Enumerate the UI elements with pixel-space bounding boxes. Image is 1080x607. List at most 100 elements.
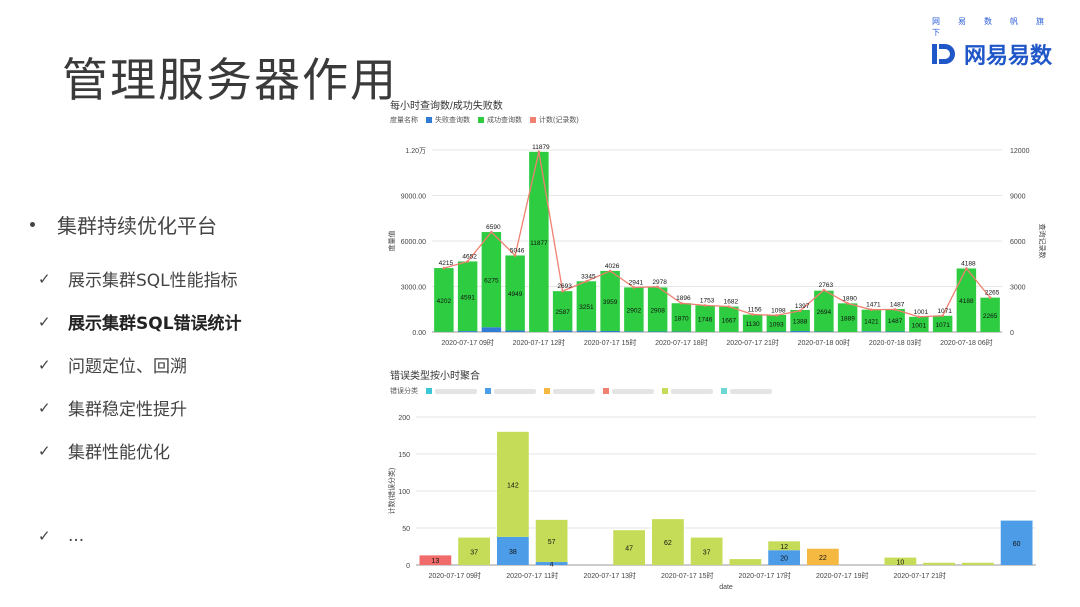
chart1-y-tick-label: 0.00	[412, 330, 426, 337]
legend-swatch-icon	[478, 117, 484, 123]
legend-redacted-label	[553, 388, 595, 394]
chart1-count-point	[656, 285, 659, 289]
chart1-bar-success	[671, 303, 692, 332]
chart2-y-axis-label: 计数(错误分类)	[387, 468, 396, 515]
chart1-count-label: 2265	[985, 290, 1000, 297]
chart1-count-label: 1753	[700, 297, 715, 304]
checklist-item: ✓...	[38, 526, 84, 546]
chart1-bar-label: 1071	[935, 322, 950, 329]
chart1-count-label: 4188	[961, 260, 976, 267]
chart1-bar-label: 1421	[864, 318, 879, 325]
chart1-count-label: 2693	[557, 283, 572, 290]
chart2-bar-label: 10	[896, 559, 904, 566]
chart1-count-label: 1001	[914, 309, 929, 316]
chart1-bar-label: 1093	[769, 321, 784, 328]
chart1-x-tick-label: 2020-07-18 03时	[869, 338, 922, 347]
chart1-bar-fail	[861, 331, 882, 332]
checklist-item-label: ...	[68, 526, 85, 546]
chart1-bar-fail	[647, 331, 668, 332]
chart1-y2-tick-label: 6000	[1010, 239, 1026, 246]
checklist-item: ✓ 展示集群SQL性能指标	[38, 266, 238, 292]
checklist-item-label: 集群稳定性提升	[68, 400, 187, 420]
chart1-x-tick-label: 2020-07-17 21时	[726, 338, 779, 347]
chart1-bar-success	[481, 232, 502, 328]
chart1-bar-label: 1889	[840, 316, 855, 323]
chart1-bar-label: 3959	[603, 299, 618, 306]
chart2-bar-label: 57	[548, 539, 556, 546]
chart2-bar-segment	[806, 548, 839, 565]
chart1-bar-label: 2908	[650, 307, 665, 314]
chart1-count-label: 2763	[819, 282, 834, 289]
chart2-legend-swatches	[418, 388, 772, 394]
chart1-x-tick-label: 2020-07-18 00时	[798, 338, 851, 347]
chart1-title: 每小时查询数/成功失败数	[390, 101, 503, 112]
chart1-count-point	[941, 314, 944, 318]
check-icon: ✓	[38, 355, 51, 374]
chart1-count-label: 1896	[676, 295, 691, 302]
chart1-legend-title: 度量名称	[390, 117, 418, 124]
chart1-bar-label: 2902	[627, 307, 642, 314]
chart1-count-label: 1682	[724, 298, 739, 305]
chart2-bar-segment	[458, 537, 491, 565]
check-icon: ✓	[38, 398, 51, 417]
chart1-x-tick-label: 2020-07-17 15时	[584, 338, 637, 347]
checklist-item-label: 问题定位、回溯	[68, 357, 187, 377]
chart1-count-label: 1471	[866, 302, 881, 309]
chart1-count-point	[537, 150, 541, 154]
checklist-item-label: 集群性能优化	[68, 443, 170, 463]
chart1-bar-success	[932, 315, 953, 332]
legend-swatch-icon	[426, 117, 432, 123]
chart1-bar-success	[885, 308, 905, 332]
chart1-count-point	[703, 304, 707, 307]
chart2-bar-label: 22	[819, 555, 827, 562]
chart1-count-label: 3345	[581, 273, 596, 280]
legend-swatch-icon	[662, 388, 668, 394]
chart1-bar-label: 4202	[437, 298, 452, 305]
chart1-count-label: 2941	[629, 279, 644, 286]
chart2-bar-label: 47	[625, 546, 633, 553]
chart2-bar-label: 12	[780, 544, 788, 551]
legend-swatch-icon	[426, 388, 432, 394]
chart1-svg: 0.00 0 3000.00 3000 6000.00 6000 9000.00 9000 1.…	[387, 144, 1047, 347]
chart1-bar-success	[980, 297, 1000, 332]
legend-swatch-icon	[530, 117, 536, 123]
chart1-bar-label: 1388	[793, 318, 808, 325]
chart1-bar-success	[457, 261, 478, 332]
chart2-bar-segment	[419, 555, 452, 565]
chart2-x-tick-label: 2020-07-17 13时	[583, 571, 636, 580]
chart1-y-tick-label: 3000.00	[401, 285, 426, 292]
chart1-y-tick-label: 6000.00	[401, 239, 426, 246]
chart2-x-tick-label: 2020-07-17 17时	[738, 571, 791, 580]
chart1-count-point	[917, 315, 921, 319]
chart2-x-tick-label: 2020-07-17 21时	[893, 571, 946, 580]
legend-swatch-icon	[721, 388, 727, 394]
chart1-count-point	[513, 254, 517, 257]
chart1-bar-label: 2265	[983, 313, 998, 320]
chart2-bar-segment	[690, 537, 723, 565]
chart1-bar-label: 4591	[460, 294, 475, 301]
chart2-legend-title: 错误分类	[390, 388, 418, 395]
checklist-item-label: 展示集群SQL性能指标	[68, 271, 238, 291]
check-icon: ✓	[38, 312, 51, 331]
chart2-bar-segment	[1000, 520, 1033, 565]
chart2-bar-segment	[768, 550, 801, 565]
chart1-bar-fail	[457, 331, 478, 332]
chart1-count-label: 5046	[510, 247, 525, 254]
chart1-count-label: 4652	[462, 253, 477, 260]
chart1-count-point	[632, 286, 636, 289]
chart2-bar-label: 37	[470, 549, 478, 556]
chart1-count-point	[822, 288, 826, 292]
chart2-y-tick-label: 200	[398, 415, 410, 422]
chart2-bar-label: 38	[509, 549, 517, 556]
chart1-count-label: 1156	[748, 306, 762, 313]
chart1-bar-fail	[505, 330, 525, 332]
brand-name: 网易易数	[964, 44, 1053, 69]
legend-swatch-icon	[485, 388, 491, 394]
chart1-bar-fail	[576, 330, 597, 332]
checklist-item: ✓ 集群性能优化	[38, 438, 170, 464]
chart1-count-label: 1487	[890, 301, 905, 308]
chart1-count-label: 11879	[532, 144, 550, 151]
check-icon: ✓	[38, 527, 51, 545]
chart2-bar-label: 142	[507, 482, 519, 489]
chart2-y-tick-label: 50	[402, 526, 410, 533]
